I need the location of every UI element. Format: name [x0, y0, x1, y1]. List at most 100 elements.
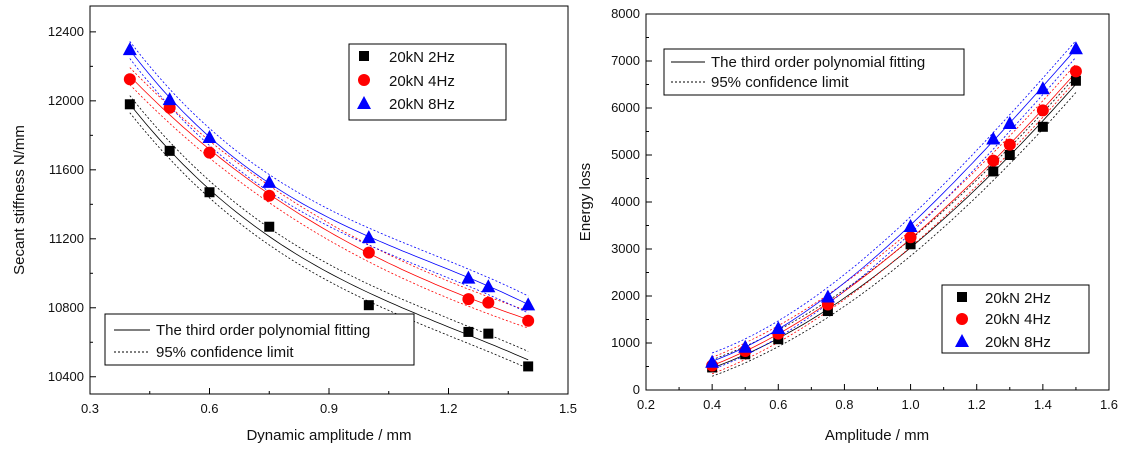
y-tick-label: 7000 — [611, 53, 640, 68]
left-axis-ticks: 0.3 0.6 0.9 1.2 1.5 10400 10800 11200 11600 12000… — [48, 24, 577, 416]
data-point-square — [905, 239, 916, 250]
left-fit-curves — [129, 41, 529, 369]
y-tick-label: 4000 — [611, 194, 640, 209]
data-point-triangle — [262, 174, 277, 188]
x-tick-label: 1.2 — [439, 401, 457, 416]
lower-confidence-limit — [129, 58, 529, 314]
data-point-square — [523, 361, 534, 372]
left-fit-legend: The third order polynomial fitting 95% c… — [104, 313, 415, 366]
data-point-triangle — [1002, 116, 1017, 130]
y-tick-label: 11600 — [49, 162, 84, 177]
data-point-square — [1037, 121, 1048, 132]
data-point-triangle — [1035, 81, 1050, 95]
y-tick-label: 12400 — [48, 24, 84, 39]
x-tick-label: 0.9 — [320, 401, 338, 416]
legend-8hz-triangle-icon — [357, 96, 371, 109]
data-point-circle — [362, 246, 375, 259]
data-point-circle — [904, 231, 917, 244]
data-point-square — [363, 300, 374, 311]
y-tick-label: 0 — [633, 382, 640, 397]
y-tick-label: 8000 — [611, 6, 640, 21]
upper-confidence-limit — [129, 41, 529, 297]
data-point-triangle — [361, 230, 376, 244]
data-point-circle — [263, 189, 276, 202]
right-legend-confidence-label: 95% confidence limit — [711, 74, 849, 91]
data-point-triangle — [521, 297, 536, 311]
data-point-triangle — [202, 130, 217, 144]
right-x-axis-label: Amplitude / mm — [825, 427, 929, 444]
data-point-triangle — [461, 270, 476, 284]
x-tick-label: 0.3 — [81, 401, 99, 416]
right-y-axis-label: Energy loss — [577, 163, 594, 241]
data-point-triangle — [986, 131, 1001, 145]
data-point-circle — [987, 154, 1000, 167]
y-tick-label: 3000 — [611, 241, 640, 256]
right-fit-legend-box — [663, 48, 965, 96]
upper-confidence-limit — [711, 75, 1077, 361]
lower-confidence-limit — [711, 92, 1077, 377]
left-legend-fit-label: The third order polynomial fitting — [156, 322, 370, 339]
lower-confidence-limit — [129, 84, 529, 329]
lower-confidence-limit — [129, 112, 529, 369]
y-tick-label: 11200 — [49, 231, 84, 246]
data-point-square — [124, 99, 135, 110]
left-legend-label-2hz: 20kN 2Hz — [389, 49, 455, 66]
upper-confidence-limit — [129, 95, 529, 352]
data-point-circle — [462, 293, 475, 306]
left-fit-legend-box — [104, 313, 415, 366]
y-tick-label: 1000 — [611, 335, 640, 350]
data-point-triangle — [705, 354, 720, 368]
right-fit-legend: The third order polynomial fitting 95% c… — [663, 48, 965, 96]
left-y-axis-label: Secant stiffness N/mm — [11, 125, 28, 275]
x-tick-label: 1.0 — [902, 397, 920, 412]
data-point-triangle — [738, 339, 753, 353]
left-data-markers — [122, 42, 536, 372]
fit-curve — [129, 103, 529, 361]
data-point-circle — [123, 73, 136, 86]
right-series-legend: 20kN 2Hz 20kN 4Hz 20kN 8Hz — [941, 284, 1090, 354]
left-x-axis-label: Dynamic amplitude / mm — [246, 427, 411, 444]
data-point-triangle — [771, 320, 786, 334]
y-tick-label: 2000 — [611, 288, 640, 303]
y-tick-label: 10800 — [48, 300, 84, 315]
right-legend-label-4hz: 20kN 4Hz — [985, 311, 1051, 328]
y-tick-label: 5000 — [611, 147, 640, 162]
data-point-square — [822, 306, 833, 317]
data-point-square — [204, 187, 215, 198]
data-point-circle — [203, 146, 216, 159]
left-chart: 0.3 0.6 0.9 1.2 1.5 10400 10800 11200 11600 12000… — [11, 5, 577, 444]
right-fit-curves — [711, 40, 1077, 377]
data-point-triangle — [903, 218, 918, 232]
left-legend-confidence-label: 95% confidence limit — [156, 344, 294, 361]
right-legend-fit-label: The third order polynomial fitting — [711, 54, 925, 71]
right-chart: 0.2 0.4 0.6 0.8 1.0 1.2 1.4 1.6 0 1000 2000 3000 400… — [577, 6, 1118, 444]
right-axis-ticks: 0.2 0.4 0.6 0.8 1.0 1.2 1.4 1.6 0 1000 2000 3000 400… — [611, 6, 1118, 412]
data-point-circle — [482, 296, 495, 309]
data-point-square — [164, 145, 175, 156]
right-legend-label-8hz: 20kN 8Hz — [985, 334, 1051, 351]
data-point-triangle — [122, 42, 137, 56]
data-point-circle — [1036, 104, 1049, 117]
y-tick-label: 6000 — [611, 100, 640, 115]
data-point-triangle — [162, 92, 177, 106]
upper-confidence-limit — [711, 40, 1077, 354]
left-legend-label-4hz: 20kN 4Hz — [389, 73, 455, 90]
x-tick-label: 1.5 — [559, 401, 577, 416]
lower-confidence-limit — [711, 56, 1077, 370]
x-tick-label: 0.6 — [769, 397, 787, 412]
data-point-square — [483, 328, 494, 339]
data-point-triangle — [481, 279, 496, 293]
right-legend-label-2hz: 20kN 2Hz — [985, 290, 1051, 307]
y-tick-label: 10400 — [48, 369, 84, 384]
fit-curve — [711, 83, 1077, 369]
data-point-circle — [1069, 65, 1082, 78]
data-point-square — [1070, 75, 1081, 86]
fit-curve — [129, 75, 529, 320]
data-point-square — [463, 326, 474, 337]
x-tick-label: 0.8 — [835, 397, 853, 412]
legend-8hz-triangle-icon — [955, 334, 969, 347]
left-series-legend-box — [348, 43, 507, 121]
left-legend-label-8hz: 20kN 8Hz — [389, 96, 455, 113]
legend-2hz-square-icon — [957, 292, 967, 302]
